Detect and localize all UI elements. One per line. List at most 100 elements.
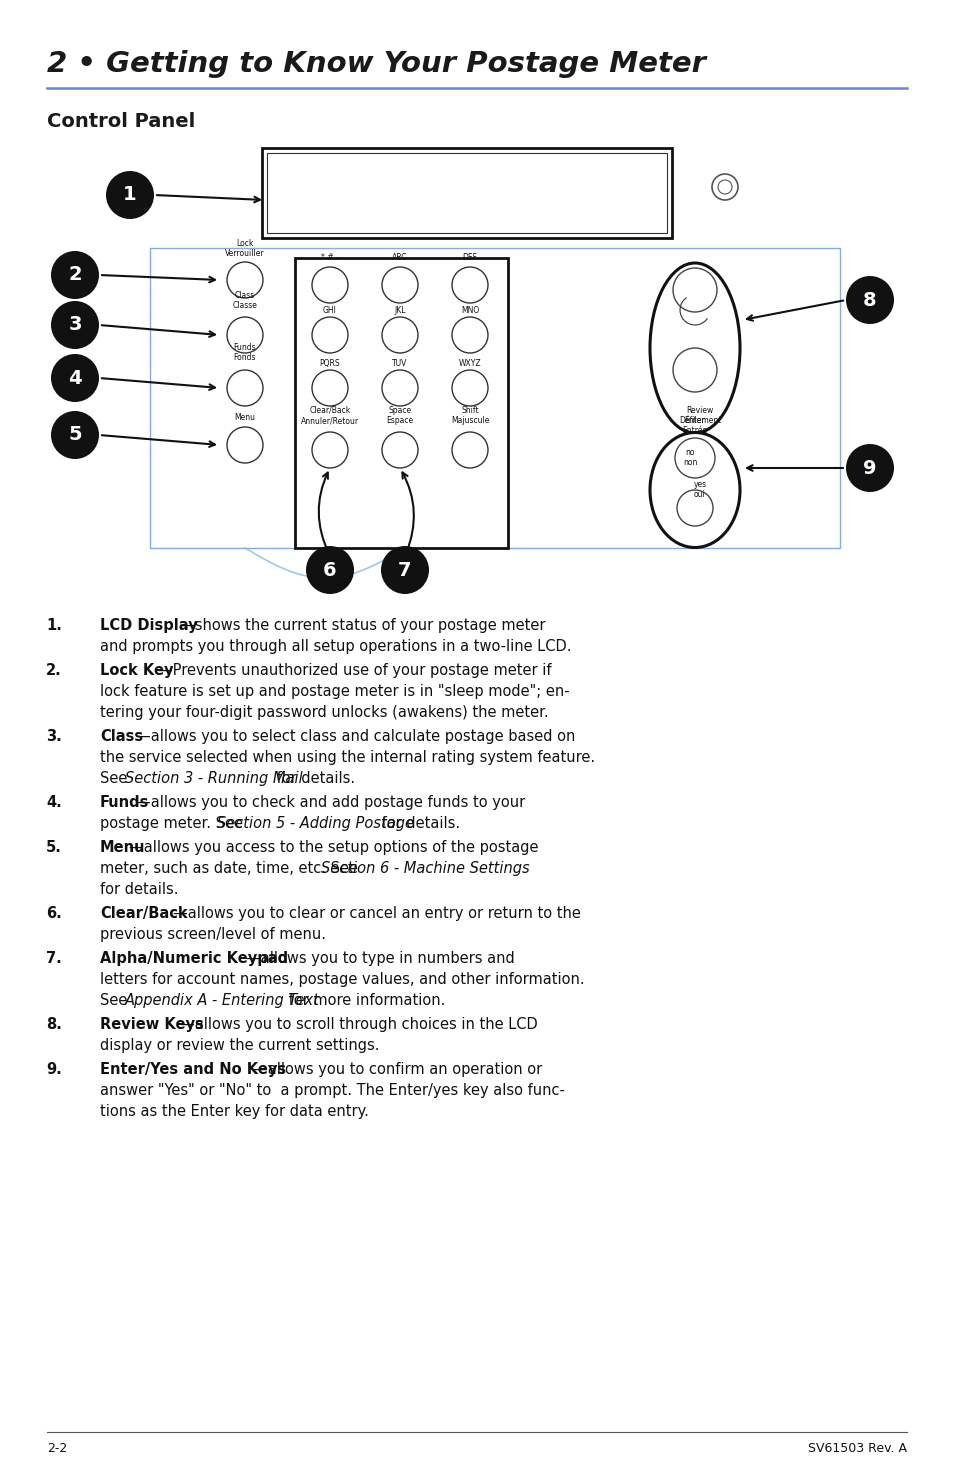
Text: MNO: MNO	[460, 305, 478, 316]
Text: 5: 5	[68, 425, 82, 444]
Text: tering your four-digit password unlocks (awakens) the meter.: tering your four-digit password unlocks …	[100, 705, 548, 720]
Text: PQRS: PQRS	[319, 358, 340, 367]
Text: DEF: DEF	[462, 254, 477, 263]
Circle shape	[675, 438, 714, 478]
Circle shape	[227, 317, 263, 353]
Text: 2 • Getting to Know Your Postage Meter: 2 • Getting to Know Your Postage Meter	[47, 50, 705, 78]
Circle shape	[312, 370, 348, 406]
Bar	[150, 248, 840, 549]
Text: 2.: 2.	[46, 662, 62, 678]
Text: TUV: TUV	[392, 358, 407, 367]
Text: 9: 9	[862, 459, 876, 478]
Text: Space
Espace: Space Espace	[386, 406, 414, 425]
Text: Menu: Menu	[100, 839, 146, 856]
Text: 9.: 9.	[46, 1062, 62, 1077]
Text: SV61503 Rev. A: SV61503 Rev. A	[807, 1443, 906, 1454]
Text: GHI: GHI	[323, 305, 336, 316]
Text: postage meter. See: postage meter. See	[100, 816, 248, 830]
Text: display or review the current settings.: display or review the current settings.	[100, 1038, 379, 1053]
Text: See: See	[100, 993, 132, 1007]
Text: Control Panel: Control Panel	[47, 112, 195, 131]
Text: tions as the Enter key for data entry.: tions as the Enter key for data entry.	[100, 1103, 369, 1120]
Text: Alpha/Numeric Keypad: Alpha/Numeric Keypad	[100, 951, 288, 966]
Circle shape	[452, 370, 488, 406]
Text: —allows you access to the setup options of the postage: —allows you access to the setup options …	[129, 839, 538, 856]
Circle shape	[312, 267, 348, 302]
Text: 1: 1	[123, 186, 136, 205]
Text: lock feature is set up and postage meter is in "sleep mode"; en-: lock feature is set up and postage meter…	[100, 684, 569, 699]
Text: Menu: Menu	[234, 413, 255, 422]
Circle shape	[452, 267, 488, 302]
Text: See: See	[100, 771, 132, 786]
Text: and prompts you through all setup operations in a two-line LCD.: and prompts you through all setup operat…	[100, 639, 571, 653]
Text: 3: 3	[69, 316, 82, 335]
Text: 7: 7	[397, 560, 412, 580]
Circle shape	[845, 276, 893, 324]
Text: Funds
Fonds: Funds Fonds	[233, 342, 256, 361]
Text: Clear/Back
Annuler/Retour: Clear/Back Annuler/Retour	[300, 406, 358, 425]
Text: 2: 2	[68, 266, 82, 285]
Text: Section 3 - Running Mail: Section 3 - Running Mail	[125, 771, 302, 786]
Text: 6.: 6.	[46, 906, 62, 920]
Text: —allows you to check and add postage funds to your: —allows you to check and add postage fun…	[136, 795, 525, 810]
Circle shape	[312, 317, 348, 353]
Text: previous screen/level of menu.: previous screen/level of menu.	[100, 926, 326, 943]
Text: —allows you to scroll through choices in the LCD: —allows you to scroll through choices in…	[180, 1016, 537, 1032]
Circle shape	[672, 268, 717, 313]
Text: * # -: * # -	[321, 254, 338, 263]
Text: —shows the current status of your postage meter: —shows the current status of your postag…	[180, 618, 545, 633]
Text: —allows you to select class and calculate postage based on: —allows you to select class and calculat…	[136, 729, 576, 743]
Circle shape	[51, 301, 99, 350]
Circle shape	[718, 180, 731, 195]
Text: no
non: no non	[682, 448, 697, 468]
Text: for details.: for details.	[376, 816, 459, 830]
Text: Enter/Yes and No Keys: Enter/Yes and No Keys	[100, 1062, 286, 1077]
Bar	[294, 258, 507, 549]
Ellipse shape	[649, 432, 740, 547]
Text: Shift
Majuscule: Shift Majuscule	[451, 406, 489, 425]
Circle shape	[380, 546, 429, 594]
Circle shape	[51, 412, 99, 459]
Text: 4.: 4.	[46, 795, 62, 810]
Circle shape	[306, 546, 354, 594]
Text: Lock
Verrouiller: Lock Verrouiller	[225, 239, 265, 258]
Circle shape	[381, 432, 417, 468]
Text: meter, such as date, time, etc. See: meter, such as date, time, etc. See	[100, 861, 362, 876]
Text: Class
Classe: Class Classe	[233, 291, 257, 310]
Text: yes
oui: yes oui	[693, 479, 706, 500]
Text: LCD Display: LCD Display	[100, 618, 197, 633]
Text: WXYZ: WXYZ	[458, 358, 481, 367]
Ellipse shape	[649, 263, 740, 434]
Text: answer "Yes" or "No" to  a prompt. The Enter/yes key also func-: answer "Yes" or "No" to a prompt. The En…	[100, 1083, 564, 1097]
Circle shape	[711, 174, 738, 201]
Text: Section 5 - Adding Postage: Section 5 - Adding Postage	[216, 816, 414, 830]
Circle shape	[452, 317, 488, 353]
Circle shape	[227, 263, 263, 298]
Text: Review
Défilement: Review Défilement	[679, 406, 720, 425]
Text: ABC: ABC	[392, 254, 407, 263]
Text: Funds: Funds	[100, 795, 150, 810]
Bar	[267, 153, 666, 233]
Text: 6: 6	[323, 560, 336, 580]
Circle shape	[106, 171, 153, 218]
Text: Appendix A - Entering Text: Appendix A - Entering Text	[125, 993, 319, 1007]
Text: for details.: for details.	[272, 771, 355, 786]
Circle shape	[677, 490, 712, 527]
Circle shape	[381, 267, 417, 302]
Text: 2-2: 2-2	[47, 1443, 67, 1454]
Circle shape	[227, 426, 263, 463]
Circle shape	[672, 348, 717, 392]
Text: —allows you to clear or cancel an entry or return to the: —allows you to clear or cancel an entry …	[172, 906, 580, 920]
Text: the service selected when using the internal rating system feature.: the service selected when using the inte…	[100, 749, 595, 766]
Text: 7.: 7.	[46, 951, 62, 966]
Text: for more information.: for more information.	[284, 993, 445, 1007]
Circle shape	[227, 370, 263, 406]
Text: 5.: 5.	[46, 839, 62, 856]
Text: Class: Class	[100, 729, 143, 743]
Text: Clear/Back: Clear/Back	[100, 906, 188, 920]
Text: Section 6 - Machine Settings: Section 6 - Machine Settings	[321, 861, 530, 876]
Text: Enter
Entrée: Enter Entrée	[681, 416, 707, 435]
Circle shape	[51, 251, 99, 299]
Circle shape	[312, 432, 348, 468]
Bar	[262, 148, 671, 237]
